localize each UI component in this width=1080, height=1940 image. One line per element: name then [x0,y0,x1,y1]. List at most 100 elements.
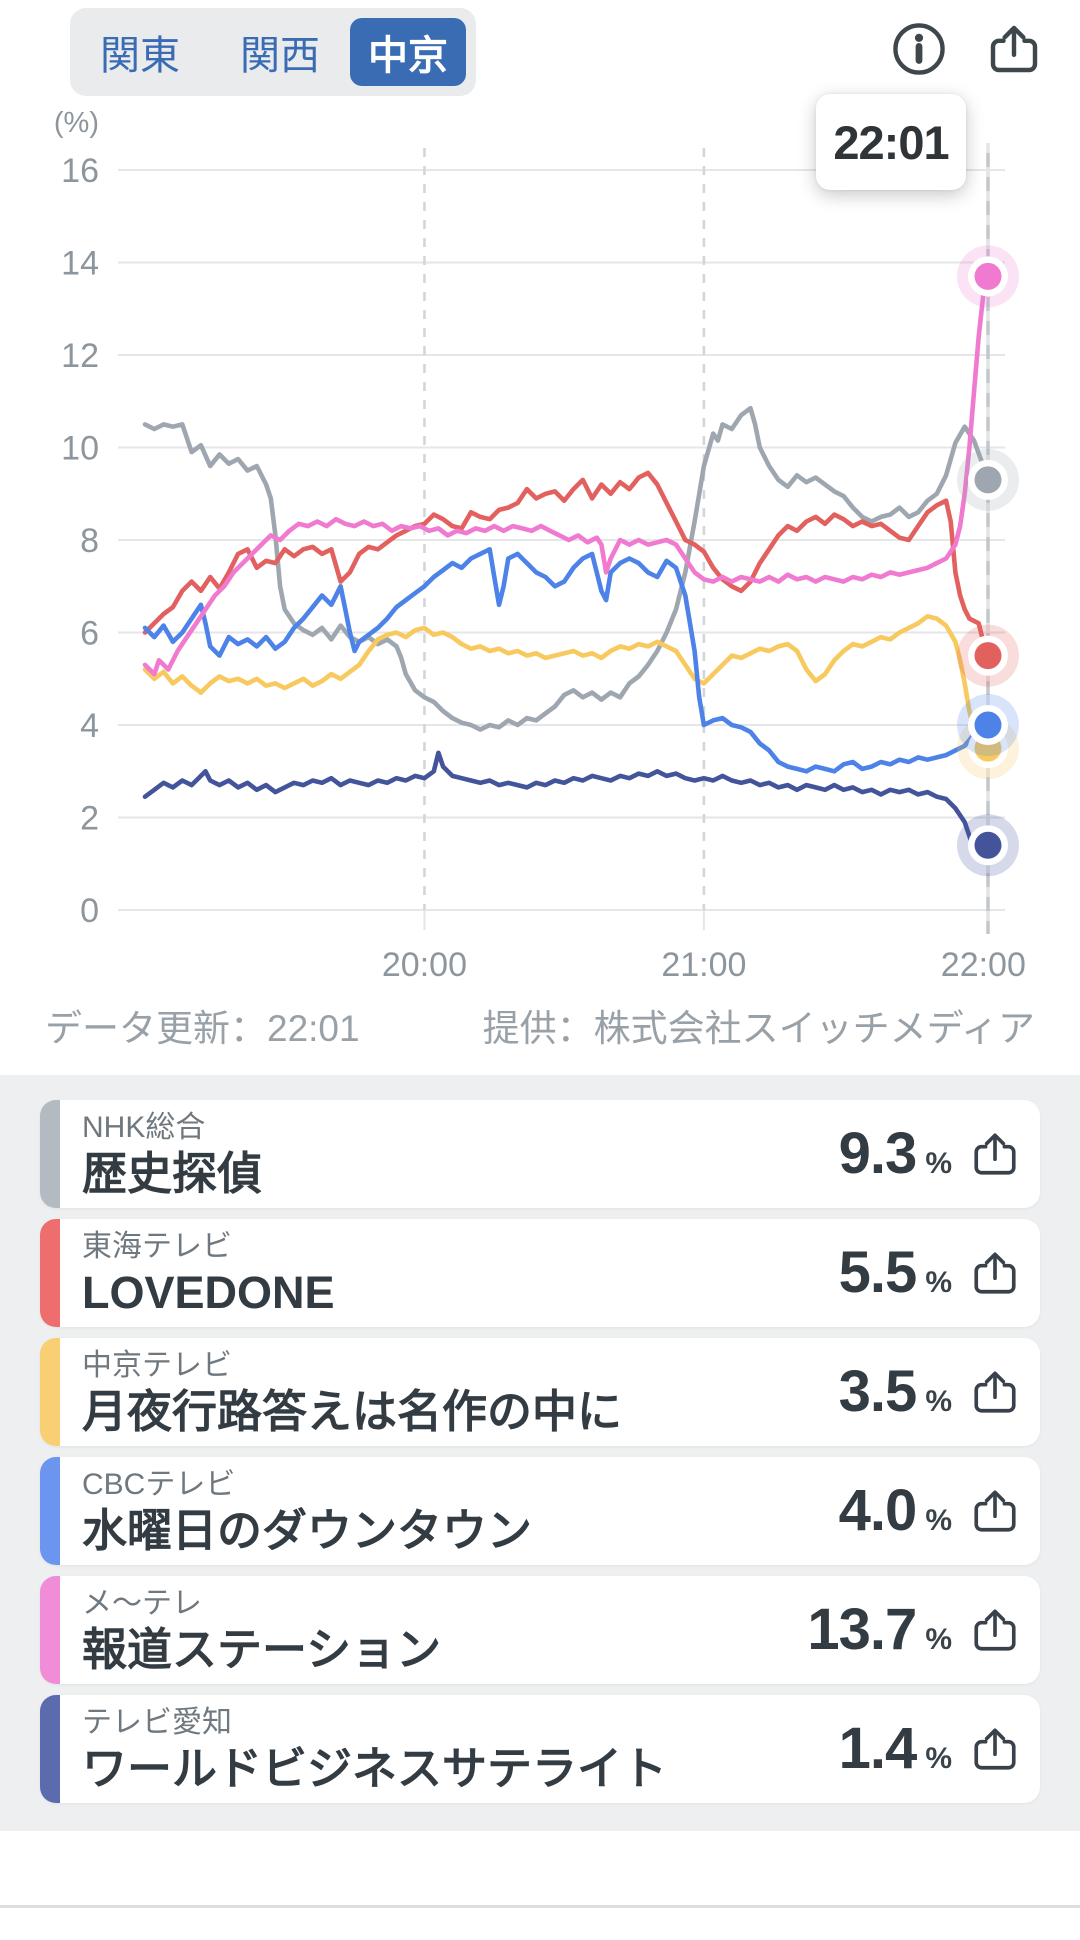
series-line-5 [142,750,991,862]
bottom-divider [0,1905,1080,1908]
rating-value-group: 13.7% [807,1601,952,1659]
channel-name: メ〜テレ [82,1586,202,1620]
program-title: 報道ステーション [82,1623,442,1675]
channel-color-bar [40,1576,60,1684]
x-tick-label: 21:00 [661,946,746,984]
bottom-sheet [0,1831,1080,1940]
series-line-3 [142,546,991,774]
rating-value: 1.4 [838,1716,918,1781]
channel-row-4[interactable]: メ〜テレ 報道ステーション 13.7% [40,1576,1040,1684]
y-tick-label: 12 [61,337,99,375]
channel-row-1[interactable]: 東海テレビ LOVEDONE 5.5% [40,1219,1040,1327]
channel-color-bar [40,1457,60,1565]
rating-value: 3.5 [838,1359,918,1424]
tab-region-1[interactable]: 関西 [210,8,350,96]
channel-info: テレビ愛知 ワールドビジネスサテライト [82,1705,668,1794]
program-title: ワールドビジネスサテライト [82,1742,668,1794]
channel-row-body: メ〜テレ 報道ステーション 13.7% [60,1576,1040,1684]
series-marker-5 [957,814,1019,877]
channel-row-body: NHK総合 歴史探偵 9.3% [60,1100,1040,1208]
rating-value: 5.5 [838,1240,918,1305]
channel-row-body: CBCテレビ 水曜日のダウンタウン 4.0% [60,1457,1040,1565]
series-marker-4 [957,245,1019,308]
rating-unit: % [925,1266,952,1299]
row-share-button[interactable] [970,1605,1020,1655]
series-line-0 [142,405,991,732]
info-icon [890,23,948,81]
y-tick-label: 14 [61,245,99,283]
rating-value-group: 3.5% [839,1363,952,1421]
series-line-4 [142,274,991,677]
series-marker-1 [957,624,1019,687]
channel-list: NHK総合 歴史探偵 9.3% 東海テレビ LOVEDONE 5.5% 中京テレビ 月夜行路答… [0,1075,1080,1831]
share-icon [970,1609,1020,1658]
channel-row-2[interactable]: 中京テレビ 月夜行路答えは名作の中に 3.5% [40,1338,1040,1446]
series-line-1 [142,470,991,658]
provider-label: 提供：株式会社スイッチメディア [482,1008,1035,1049]
program-title: 水曜日のダウンタウン [82,1504,533,1556]
y-tick-label: 6 [80,615,99,653]
program-title: 歴史探偵 [82,1147,263,1199]
rating-value-group: 1.4% [839,1720,952,1778]
share-icon [970,1133,1020,1182]
series-line-2 [142,613,991,753]
y-tick-label: 16 [61,152,99,190]
channel-color-bar [40,1695,60,1803]
row-share-button[interactable] [970,1129,1020,1179]
tab-region-2[interactable]: 中京 [350,18,466,86]
channel-row-body: テレビ愛知 ワールドビジネスサテライト 1.4% [60,1695,1040,1803]
channel-info: 東海テレビ LOVEDONE [82,1229,335,1315]
share-icon [970,1490,1020,1539]
y-tick-label: 4 [80,707,99,745]
channel-info: 中京テレビ 月夜行路答えは名作の中に [82,1348,623,1437]
rating-unit: % [925,1742,952,1775]
chart-footer: データ更新：22:01 提供：株式会社スイッチメディア [45,998,1035,1052]
rating-unit: % [925,1147,952,1180]
channel-color-bar [40,1338,60,1446]
channel-name: 東海テレビ [82,1229,232,1263]
channel-info: メ〜テレ 報道ステーション [82,1586,442,1675]
tab-region-0[interactable]: 関東 [70,8,210,96]
program-title: 月夜行路答えは名作の中に [82,1385,623,1437]
channel-row-3[interactable]: CBCテレビ 水曜日のダウンタウン 4.0% [40,1457,1040,1565]
rating-value: 9.3 [838,1121,918,1186]
channel-info: NHK総合 歴史探偵 [82,1110,263,1199]
channel-color-bar [40,1219,60,1327]
time-cursor-tooltip: 22:01 [816,94,966,190]
rating-value-group: 9.3% [839,1125,952,1183]
y-tick-label: 8 [80,522,99,560]
y-tick-label: 2 [80,800,99,838]
y-tick-label: 10 [61,430,99,468]
share-icon [970,1252,1020,1301]
channel-name: NHK総合 [82,1110,206,1144]
row-share-button[interactable] [970,1486,1020,1536]
channel-color-bar [40,1100,60,1208]
channel-row-0[interactable]: NHK総合 歴史探偵 9.3% [40,1100,1040,1208]
channel-name: テレビ愛知 [82,1705,232,1739]
share-button[interactable] [986,20,1042,78]
row-share-button[interactable] [970,1248,1020,1298]
y-tick-label: 0 [80,892,99,930]
x-tick-label: 22:00 [941,946,1026,984]
rating-unit: % [925,1385,952,1418]
rating-value-group: 4.0% [839,1482,952,1540]
y-unit-label: (%) [54,107,99,139]
channel-info: CBCテレビ 水曜日のダウンタウン [82,1467,533,1556]
region-tabbar: 関東 関西 中京 [70,8,476,96]
channel-row-5[interactable]: テレビ愛知 ワールドビジネスサテライト 1.4% [40,1695,1040,1803]
data-updated-label: データ更新：22:01 [45,1008,360,1049]
row-share-button[interactable] [970,1367,1020,1417]
ratings-line-chart[interactable]: 16 14 12 10 8 6 4 2 0 (%) 20:00 21:00 22:00 [0,0,1080,1045]
share-icon [970,1371,1020,1420]
series-marker-0 [957,448,1019,511]
rating-unit: % [925,1623,952,1656]
x-tick-label: 20:00 [382,946,467,984]
row-share-button[interactable] [970,1724,1020,1774]
channel-name: 中京テレビ [82,1348,232,1382]
info-button[interactable] [890,20,948,78]
rating-value: 4.0 [838,1478,918,1543]
rating-value: 13.7 [807,1597,917,1662]
channel-row-body: 東海テレビ LOVEDONE 5.5% [60,1219,1040,1327]
channel-name: CBCテレビ [82,1467,236,1501]
header-actions [890,20,1042,78]
